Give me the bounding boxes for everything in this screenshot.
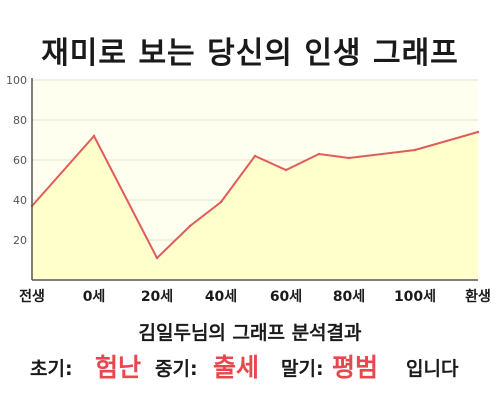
data-point bbox=[413, 148, 417, 152]
x-tick-label: 40세 bbox=[205, 289, 237, 305]
x-tick-labels: 전생 0세 20세 40세 60세 80세 100세 환생 bbox=[19, 288, 491, 305]
y-tick-labels: 20 40 60 80 100 bbox=[6, 74, 27, 247]
data-point bbox=[219, 200, 223, 204]
early-value: 험난 bbox=[95, 353, 142, 382]
x-tick-label: 20세 bbox=[141, 289, 173, 305]
analysis-result: 초기: 험난 중기: 출세 말기: 평범 입니다 bbox=[0, 346, 500, 386]
data-point bbox=[317, 152, 321, 156]
series-area-fill bbox=[32, 132, 478, 280]
mid-value: 출세 bbox=[213, 353, 260, 382]
data-point bbox=[253, 154, 257, 158]
data-point bbox=[155, 256, 159, 260]
y-tick-label: 80 bbox=[13, 114, 27, 127]
x-tick-label: 전생 bbox=[19, 288, 45, 305]
late-value: 평범 bbox=[332, 353, 379, 382]
x-tick-label: 0세 bbox=[83, 289, 106, 305]
x-tick-label: 80세 bbox=[333, 289, 365, 305]
x-tick-label: 60세 bbox=[270, 289, 302, 305]
y-tick-label: 100 bbox=[6, 74, 27, 87]
x-tick-label: 환생 bbox=[465, 288, 491, 305]
y-tick-label: 20 bbox=[13, 234, 27, 247]
axes bbox=[31, 78, 478, 281]
analysis-heading: 김일두님의 그래프 분석결과 bbox=[138, 322, 362, 344]
data-point bbox=[188, 224, 192, 228]
data-point bbox=[476, 130, 480, 134]
y-tick-label: 40 bbox=[13, 194, 27, 207]
data-point bbox=[347, 156, 351, 160]
ending-text: 입니다 bbox=[406, 358, 459, 380]
x-tick-label: 100세 bbox=[394, 289, 436, 305]
data-point bbox=[284, 168, 288, 172]
y-tick-label: 60 bbox=[13, 154, 27, 167]
late-label: 말기: bbox=[281, 358, 324, 380]
mid-label: 중기: bbox=[155, 358, 198, 380]
chart-title: 재미로 보는 당신의 인생 그래프 bbox=[41, 36, 459, 71]
data-point bbox=[92, 134, 96, 138]
early-label: 초기: bbox=[30, 358, 73, 380]
